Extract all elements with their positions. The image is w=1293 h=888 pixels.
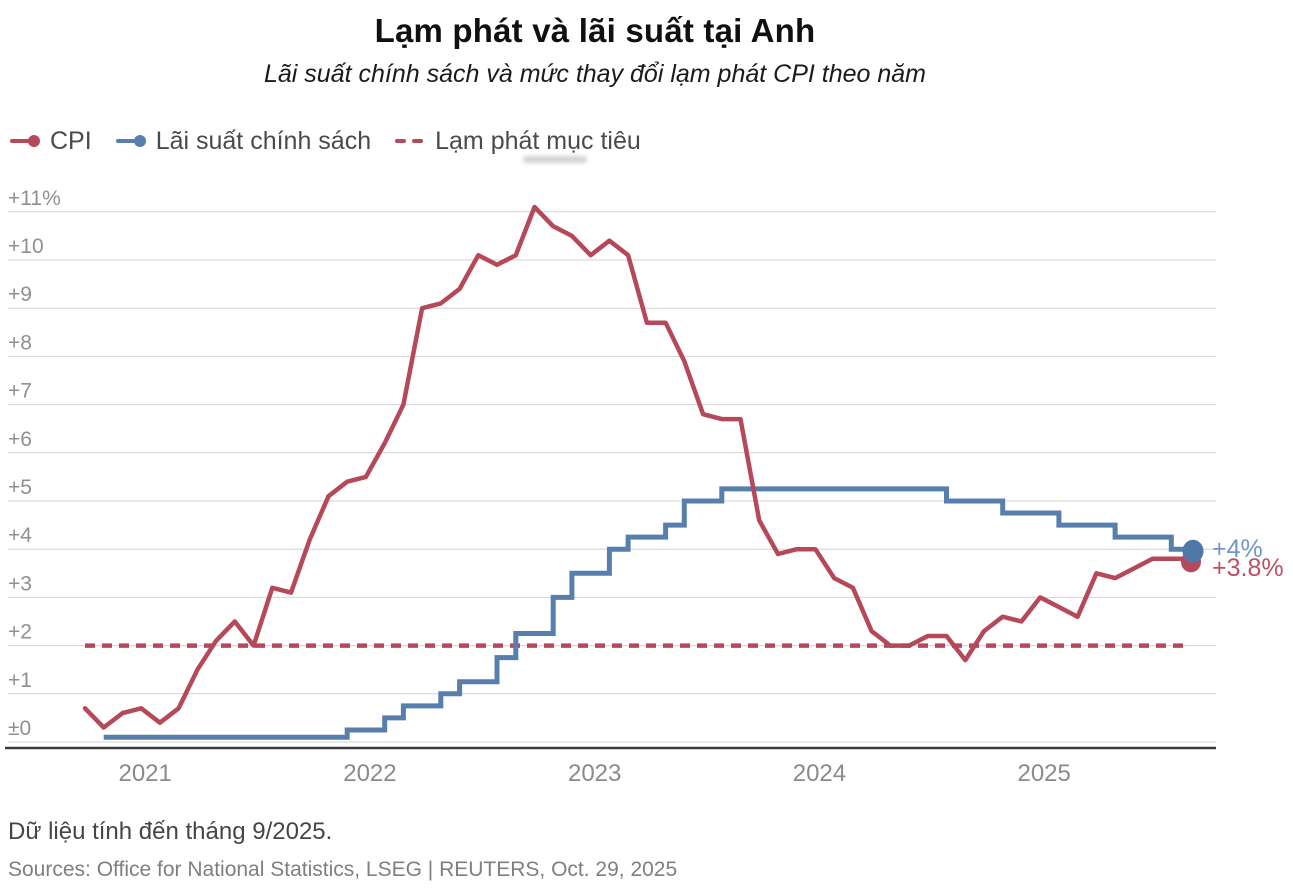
x-tick-label: 2023 (568, 760, 621, 787)
legend-line-dot-icon (115, 135, 146, 147)
y-tick-label: +3 (8, 572, 32, 595)
page-title: Lạm phát và lãi suất tại Anh (374, 12, 816, 49)
gridlines (8, 211, 1216, 743)
cpi-end-label: +3.8% (1212, 554, 1284, 582)
legend-line-dot-icon (10, 135, 40, 147)
y-tick-label: +7 (8, 380, 32, 403)
legend-dash-icon (395, 138, 407, 144)
title-block: Lạm phát và lãi suất tại Anh Lãi suất ch… (0, 0, 1190, 89)
legend-item-1: Lãi suất chính sách (115, 126, 372, 156)
x-tick-label: 2024 (793, 760, 846, 787)
legend-item-2: Lạm phát mục tiêu (395, 127, 641, 156)
render-artifact (523, 156, 587, 163)
policy-end-label: +4% (1212, 535, 1263, 563)
y-tick-label: +11% (8, 187, 61, 210)
legend-dash-icon (412, 138, 424, 144)
x-tick-label: 2025 (1017, 760, 1070, 787)
y-tick-label: +1 (8, 669, 32, 692)
legend: CPI Lãi suất chính sách Lạm phát mục tiêu (10, 124, 665, 158)
y-tick-label: +9 (8, 283, 32, 306)
y-axis-tick-labels: ±0 +1 +2 +3 +4 +5 +6 +7 +8 +9 +10 +11% (8, 187, 61, 740)
legend-label: Lãi suất chính sách (155, 126, 372, 155)
legend-label: Lạm phát mục tiêu (435, 126, 641, 155)
legend-item-0: CPI (10, 127, 92, 156)
cpi-line (82, 204, 1193, 730)
y-tick-label: +8 (8, 331, 32, 354)
y-tick-label: +2 (8, 621, 32, 644)
policy-rate-line (103, 486, 1190, 740)
chart-canvas: ±0+1+2+3+4+5+6+7+8+9+10+11%2021 2022 2023 2… (5, 187, 1284, 787)
legend-label: CPI (50, 126, 92, 155)
x-axis-tick-labels: 2021 2022 2023 2024 2025 (118, 760, 1070, 787)
y-tick-label: +4 (8, 524, 32, 547)
y-tick-label: +5 (8, 476, 32, 499)
y-tick-label: +6 (8, 428, 32, 451)
y-tick-label: +10 (8, 235, 44, 258)
x-tick-label: 2022 (343, 760, 396, 787)
page-subtitle: Lãi suất chính sách và mức thay đổi lạm … (263, 60, 927, 88)
policy-end-dot (1182, 539, 1204, 563)
footer-source: Sources: Office for National Statistics,… (8, 858, 678, 881)
footer-note: Dữ liệu tính đến tháng 9/2025. (8, 818, 333, 845)
y-tick-label: ±0 (8, 717, 31, 740)
x-tick-label: 2021 (118, 760, 171, 787)
